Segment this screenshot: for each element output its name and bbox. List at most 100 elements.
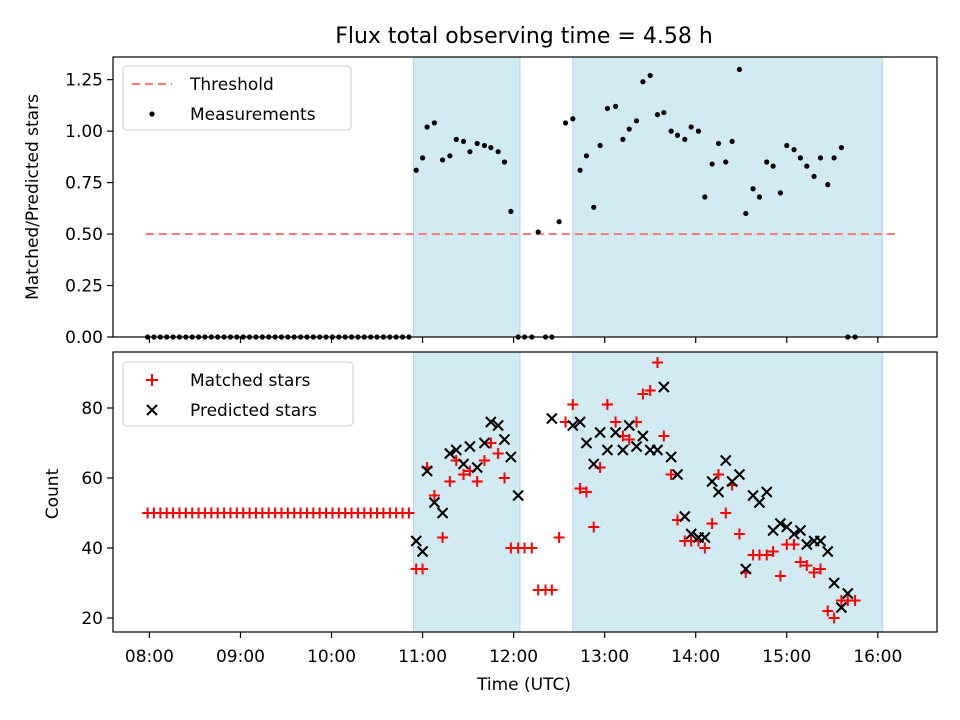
measurement-point	[831, 155, 837, 161]
predicted-star-point	[835, 601, 848, 614]
x-tick-label: 09:00	[216, 647, 265, 667]
measurement-point	[668, 128, 674, 134]
measurement-point	[695, 128, 702, 134]
top-legend: Threshold Measurements	[122, 65, 352, 131]
predicted-star-point	[601, 444, 614, 456]
measurement-point	[770, 163, 776, 169]
predicted-star-point	[492, 419, 504, 432]
matched-star-point	[712, 469, 724, 480]
measurement-point	[709, 161, 715, 167]
top-y-axis-label: Matched/Predicted stars	[23, 94, 43, 300]
measurement-point	[626, 126, 632, 132]
top-y-tick-label: 1.00	[65, 122, 103, 142]
measurement-point	[777, 190, 783, 196]
measurement-point	[604, 105, 611, 112]
matched-star-point	[437, 532, 449, 543]
bottom-axes-frame	[112, 351, 938, 633]
predicted-star-point	[740, 563, 752, 575]
top-y-tick-label: 0.75	[65, 174, 103, 194]
predicted-star-point	[457, 458, 470, 470]
measurement-point	[654, 112, 661, 118]
measurement-point	[756, 194, 763, 200]
predicted-star-point	[623, 419, 635, 432]
legend-threshold-label: Threshold	[189, 75, 274, 95]
matched-star-point	[623, 434, 635, 445]
matched-star-point	[458, 469, 470, 480]
measurement-point	[729, 138, 735, 145]
matched-star-point	[665, 469, 677, 480]
legend-measurements-label: Measurements	[190, 105, 316, 125]
matched-star-point	[788, 539, 800, 550]
measurement-point	[488, 144, 494, 151]
bottom-y-axis-label: Count	[43, 468, 63, 519]
x-tick-label: 16:00	[853, 647, 902, 667]
measurement-point	[460, 138, 467, 145]
measurement-point	[583, 153, 590, 159]
measurement-point	[647, 72, 653, 79]
measurement-point	[736, 66, 743, 72]
x-tick-label: 12:00	[489, 647, 538, 667]
predicted-star-point	[658, 381, 670, 393]
measurement-point	[723, 159, 729, 165]
measurement-point	[688, 124, 694, 130]
predicted-star-point	[788, 528, 800, 540]
measurement-point	[562, 120, 569, 126]
matched-star-point	[761, 549, 773, 561]
x-axis-label: Time (UTC)	[476, 675, 571, 695]
predicted-star-point	[720, 454, 732, 467]
x-tick-label: 10:00	[307, 647, 356, 667]
matched-star-point	[610, 416, 622, 428]
matched-star-point	[637, 388, 649, 400]
measurement-point	[838, 144, 844, 151]
bottom-observing-span-0	[412, 351, 521, 633]
predicted-star-point	[410, 535, 422, 547]
measurement-point	[682, 136, 688, 142]
predicted-star-point	[485, 416, 497, 428]
predicted-star-point	[665, 451, 677, 463]
top-axes-frame	[112, 56, 938, 338]
measurement-point	[817, 155, 824, 161]
legend-measurement-marker	[149, 111, 155, 117]
predicted-star-point	[842, 587, 854, 600]
matched-star-point	[471, 476, 483, 487]
matched-star-point	[849, 595, 861, 606]
measurement-point	[431, 120, 438, 126]
predicted-star-point	[617, 444, 629, 456]
predicted-star-point	[706, 475, 718, 488]
measurement-point	[597, 142, 603, 149]
bottom-observing-span-1	[572, 351, 883, 633]
measurement-point	[467, 149, 473, 155]
measurement-point	[481, 142, 488, 149]
x-tick-label: 11:00	[398, 647, 447, 667]
top-y-tick-label: 0.00	[65, 328, 103, 348]
predicted-star-point	[505, 451, 517, 463]
matched-star-point	[588, 521, 600, 533]
x-tick-label: 14:00	[671, 647, 720, 667]
measurement-point	[440, 157, 446, 163]
matched-star-point	[574, 483, 586, 494]
legend-predicted-marker	[146, 404, 158, 416]
matched-star-point	[651, 357, 663, 368]
predicted-star-point	[471, 461, 483, 474]
matched-star-point	[699, 542, 711, 554]
matched-star-point	[774, 570, 786, 582]
predicted-star-point	[478, 437, 491, 449]
measurement-point	[577, 167, 583, 173]
matched-star-point	[492, 448, 504, 459]
measurement-point	[661, 109, 667, 116]
top-y-tick-label: 0.50	[65, 225, 103, 245]
top-y-tick-label: 0.25	[65, 277, 103, 297]
predicted-star-point	[436, 507, 449, 519]
top-observing-span-0	[412, 56, 521, 338]
bottom-panel: 20 40 60 80 08:00 09:00 10:00 11:00 12:00 13:00 14…	[81, 351, 938, 667]
predicted-star-point	[416, 545, 429, 558]
predicted-star-point	[630, 440, 643, 453]
top-observing-span-1	[572, 56, 883, 338]
matched-star-point	[478, 455, 490, 466]
predicted-star-point	[822, 545, 834, 558]
measurement-point	[811, 173, 817, 180]
measurement-point	[784, 142, 790, 149]
matched-star-point	[567, 399, 579, 410]
measurement-point	[612, 103, 619, 110]
